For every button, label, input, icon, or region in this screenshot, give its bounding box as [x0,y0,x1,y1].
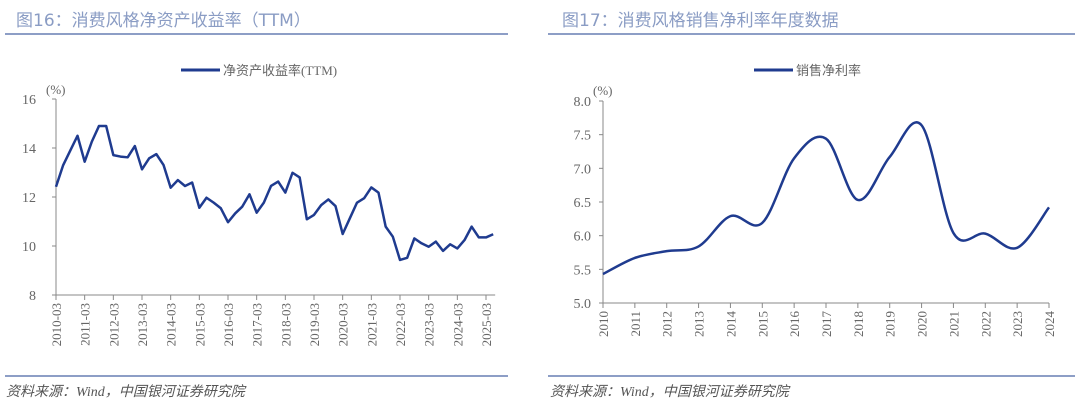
left-figure-title: 图16：消费风格净资产收益率（TTM） [16,11,311,31]
x-tick-label: 2023 [1010,311,1025,337]
x-tick-label: 2018-03 [278,303,293,346]
x-tick-label: 2012-03 [106,303,121,346]
right-figure-title: 图17：消费风格销售净利率年度数据 [562,11,839,31]
y-tick-label: 8 [29,289,36,304]
x-tick-label: 2020 [915,311,930,337]
x-tick-label: 2014 [723,311,738,338]
right-panel: 图17：消费风格销售净利率年度数据 5.0 5.5 6.0 6.5 7.0 7.5 8.0(… [540,0,1080,408]
legend-label: 净资产收益率(TTM) [223,63,337,78]
x-tick-label: 2025-03 [479,303,494,346]
x-tick-label: 2021-03 [364,303,379,346]
y-tick-label: 7.0 [574,162,592,177]
x-tick-label: 2024-03 [450,303,465,346]
legend-label: 销售净利率 [796,63,861,78]
y-unit-label: (%) [593,83,613,98]
left-title-rule [5,33,508,35]
y-tick-label: 5.0 [574,297,592,312]
x-tick-label: 2015 [755,311,770,337]
roe-chart: 8 10 12 14 16 (%) 2010-03 2011-03 2012-03 2013-03… [22,63,496,346]
net-margin-series-line [602,121,1051,276]
x-tick-label: 2016-03 [221,303,236,346]
x-tick-label: 2020-03 [336,303,351,346]
y-tick-label: 8.0 [574,95,592,110]
x-tick-label: 2016 [787,311,802,338]
x-tick-label: 2015-03 [192,303,207,346]
y-tick-label: 7.5 [574,129,592,144]
x-tick-label: 2011-03 [78,303,93,346]
y-tick-label: 5.5 [574,263,592,278]
roe-series-line [54,124,494,262]
x-tick-label: 2012 [660,311,675,337]
y-tick-label: 14 [22,142,36,157]
x-tick-label: 2022-03 [393,303,408,346]
x-tick-label: 2019 [883,311,898,337]
y-tick-label: 12 [22,191,36,206]
x-tick-label: 2013 [692,311,707,337]
x-tick-label: 2019-03 [307,303,322,346]
y-tick-label: 16 [22,93,36,108]
x-tick-label: 2022 [978,311,993,337]
x-tick-label: 2010 [596,311,611,337]
x-tick-label: 2021 [946,311,961,337]
net-margin-chart: 5.0 5.5 6.0 6.5 7.0 7.5 8.0(%) 2010 2011 2012 2013… [574,63,1058,338]
left-source: 资料来源：Wind，中国银河证券研究院 [6,385,245,400]
left-panel: 图16：消费风格净资产收益率（TTM） 8 10 12 14 16 (%) 2010-03 2… [5,11,508,400]
x-tick-label: 2023-03 [422,303,437,346]
y-tick-label: 6.0 [574,230,592,245]
left-footer-rule [5,375,508,377]
x-tick-label: 2017-03 [250,303,265,346]
x-tick-label: 2018 [851,311,866,337]
x-tick-label: 2011 [628,311,643,337]
x-tick-label: 2017 [819,311,834,338]
x-tick-label: 2013-03 [135,303,150,346]
y-tick-label: 10 [22,240,36,255]
right-footer-rule [548,375,1075,377]
y-tick-label: 6.5 [574,196,592,211]
right-source: 资料来源：Wind，中国银河证券研究院 [550,385,789,400]
x-tick-label: 2024 [1042,311,1057,338]
y-unit-label: (%) [46,82,66,97]
x-tick-label: 2010-03 [49,303,64,346]
x-tick-label: 2014-03 [164,303,179,346]
right-title-rule [548,33,1075,35]
